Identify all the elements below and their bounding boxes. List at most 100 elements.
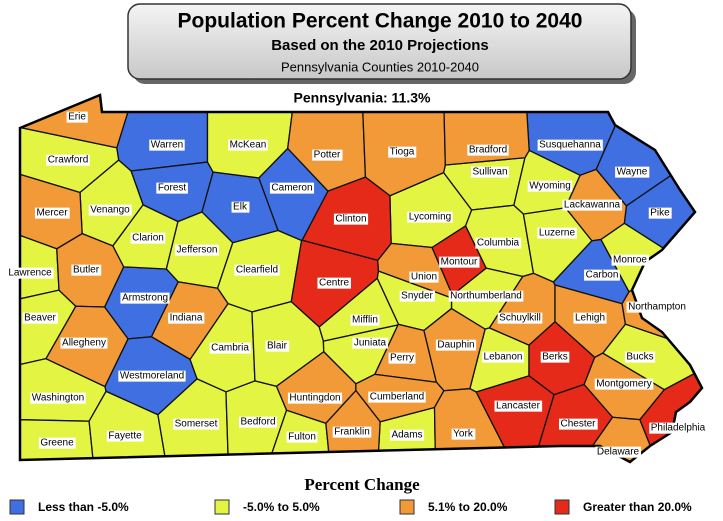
county-label-bg xyxy=(407,211,453,223)
county-label: Beaver xyxy=(24,313,56,324)
county-label: Clarion xyxy=(132,233,164,244)
county-label: Schuylkill xyxy=(499,313,541,324)
county-label: Fayette xyxy=(108,431,142,442)
county-label-bg xyxy=(269,182,315,194)
county-label-bg xyxy=(265,340,290,352)
county-label: Juniata xyxy=(354,338,387,349)
county-label: Lawrence xyxy=(8,268,52,279)
county-label: Dauphin xyxy=(437,340,474,351)
county-label: Union xyxy=(411,272,437,283)
county-label: Columbia xyxy=(477,238,520,249)
county-label: Jefferson xyxy=(177,245,218,256)
legend-swatch xyxy=(9,499,25,515)
county-label: Blair xyxy=(267,341,288,352)
legend-swatch xyxy=(554,499,570,515)
county-label-bg xyxy=(30,392,86,404)
county-label: Lehigh xyxy=(575,313,605,324)
county-label: Crawford xyxy=(48,155,89,166)
county-label-bg xyxy=(435,339,477,351)
county-label: Bradford xyxy=(469,145,507,156)
county-label: Mifflin xyxy=(352,315,378,326)
county-label: York xyxy=(453,429,474,440)
county-label: Wayne xyxy=(617,167,648,178)
county-label-bg xyxy=(451,428,476,440)
county-label-bg xyxy=(209,342,251,354)
county-label: Tioga xyxy=(390,147,415,158)
county-label: Lycoming xyxy=(409,212,451,223)
county-label-bg xyxy=(409,271,439,283)
county-label: Potter xyxy=(314,150,341,161)
county-label: McKean xyxy=(230,140,267,151)
county-label-bg xyxy=(46,154,90,166)
county-label-bg xyxy=(106,430,144,442)
county-label-bg xyxy=(389,429,425,441)
county-label: Warren xyxy=(151,140,183,151)
county-label: Allegheny xyxy=(62,338,106,349)
subtitle: Based on the 2010 Projections xyxy=(271,37,489,54)
county-label-bg xyxy=(626,301,688,313)
county-label-bg xyxy=(482,351,524,363)
county-label-bg xyxy=(537,139,603,151)
county-label-bg xyxy=(120,292,170,304)
county-label-bg xyxy=(350,314,380,326)
legend-label: Greater than 20.0% xyxy=(583,500,692,514)
county-label: Lackawanna xyxy=(564,200,621,211)
county-label-bg xyxy=(540,351,570,363)
state-total: Pennsylvania: 11.3% xyxy=(294,90,432,106)
county-label-bg xyxy=(573,312,607,324)
legend-swatch xyxy=(399,499,415,515)
county-area xyxy=(443,111,530,166)
county-label-bg xyxy=(333,213,369,225)
county-label-bg xyxy=(118,370,186,382)
county-label-bg xyxy=(611,254,649,266)
county-label: Fulton xyxy=(288,432,316,443)
county-label: Wyoming xyxy=(529,181,571,192)
county-label-bg xyxy=(399,290,436,302)
county-label-bg xyxy=(38,437,76,449)
county-label-bg xyxy=(475,237,522,249)
county-label: Delaware xyxy=(597,447,640,458)
county-label: Erie xyxy=(68,112,86,123)
county-label: Franklin xyxy=(334,427,370,438)
county-label: Venango xyxy=(90,205,130,216)
county-label-bg xyxy=(470,166,510,178)
county-label-bg xyxy=(594,378,654,390)
county-label: Indiana xyxy=(170,313,203,324)
county-label: Berks xyxy=(542,352,568,363)
county-label: Adams xyxy=(391,430,422,441)
county-label-bg xyxy=(467,144,509,156)
county-label-bg xyxy=(22,312,59,324)
county-label: Perry xyxy=(390,353,414,364)
county-label-bg xyxy=(527,180,573,192)
county-label: Cameron xyxy=(271,183,312,194)
county-label: Centre xyxy=(319,278,349,289)
county-label: Mercer xyxy=(36,208,68,219)
county-label: Bucks xyxy=(626,352,653,363)
county-label: Luzerne xyxy=(539,228,576,239)
county-label: Lancaster xyxy=(496,401,541,412)
county-label: Greene xyxy=(40,438,74,449)
county-label: Huntingdon xyxy=(289,393,340,404)
county-label: Sullivan xyxy=(472,167,507,178)
county-label-bg xyxy=(615,166,650,178)
county-label-bg xyxy=(71,264,102,276)
county-label: Monroe xyxy=(613,255,647,266)
county-label-bg xyxy=(624,351,656,363)
county-label-bg xyxy=(584,269,620,281)
county-label-bg xyxy=(649,422,708,434)
county-label-bg xyxy=(88,204,132,216)
county-label-bg xyxy=(558,418,598,430)
county-label: Lebanon xyxy=(484,352,523,363)
state-outline xyxy=(18,93,704,464)
header-box xyxy=(127,3,632,80)
county-label-bg xyxy=(228,139,268,151)
county-label: Washington xyxy=(32,393,84,404)
county-label: Montour xyxy=(441,257,478,268)
county-label: Carbon xyxy=(586,270,619,281)
county-label-bg xyxy=(149,139,185,151)
county-label: Elk xyxy=(233,202,248,213)
county-label: Susquehanna xyxy=(539,140,601,151)
county-label-bg xyxy=(130,232,166,244)
county-label: Northampton xyxy=(628,302,686,313)
county-label-bg xyxy=(494,400,543,412)
